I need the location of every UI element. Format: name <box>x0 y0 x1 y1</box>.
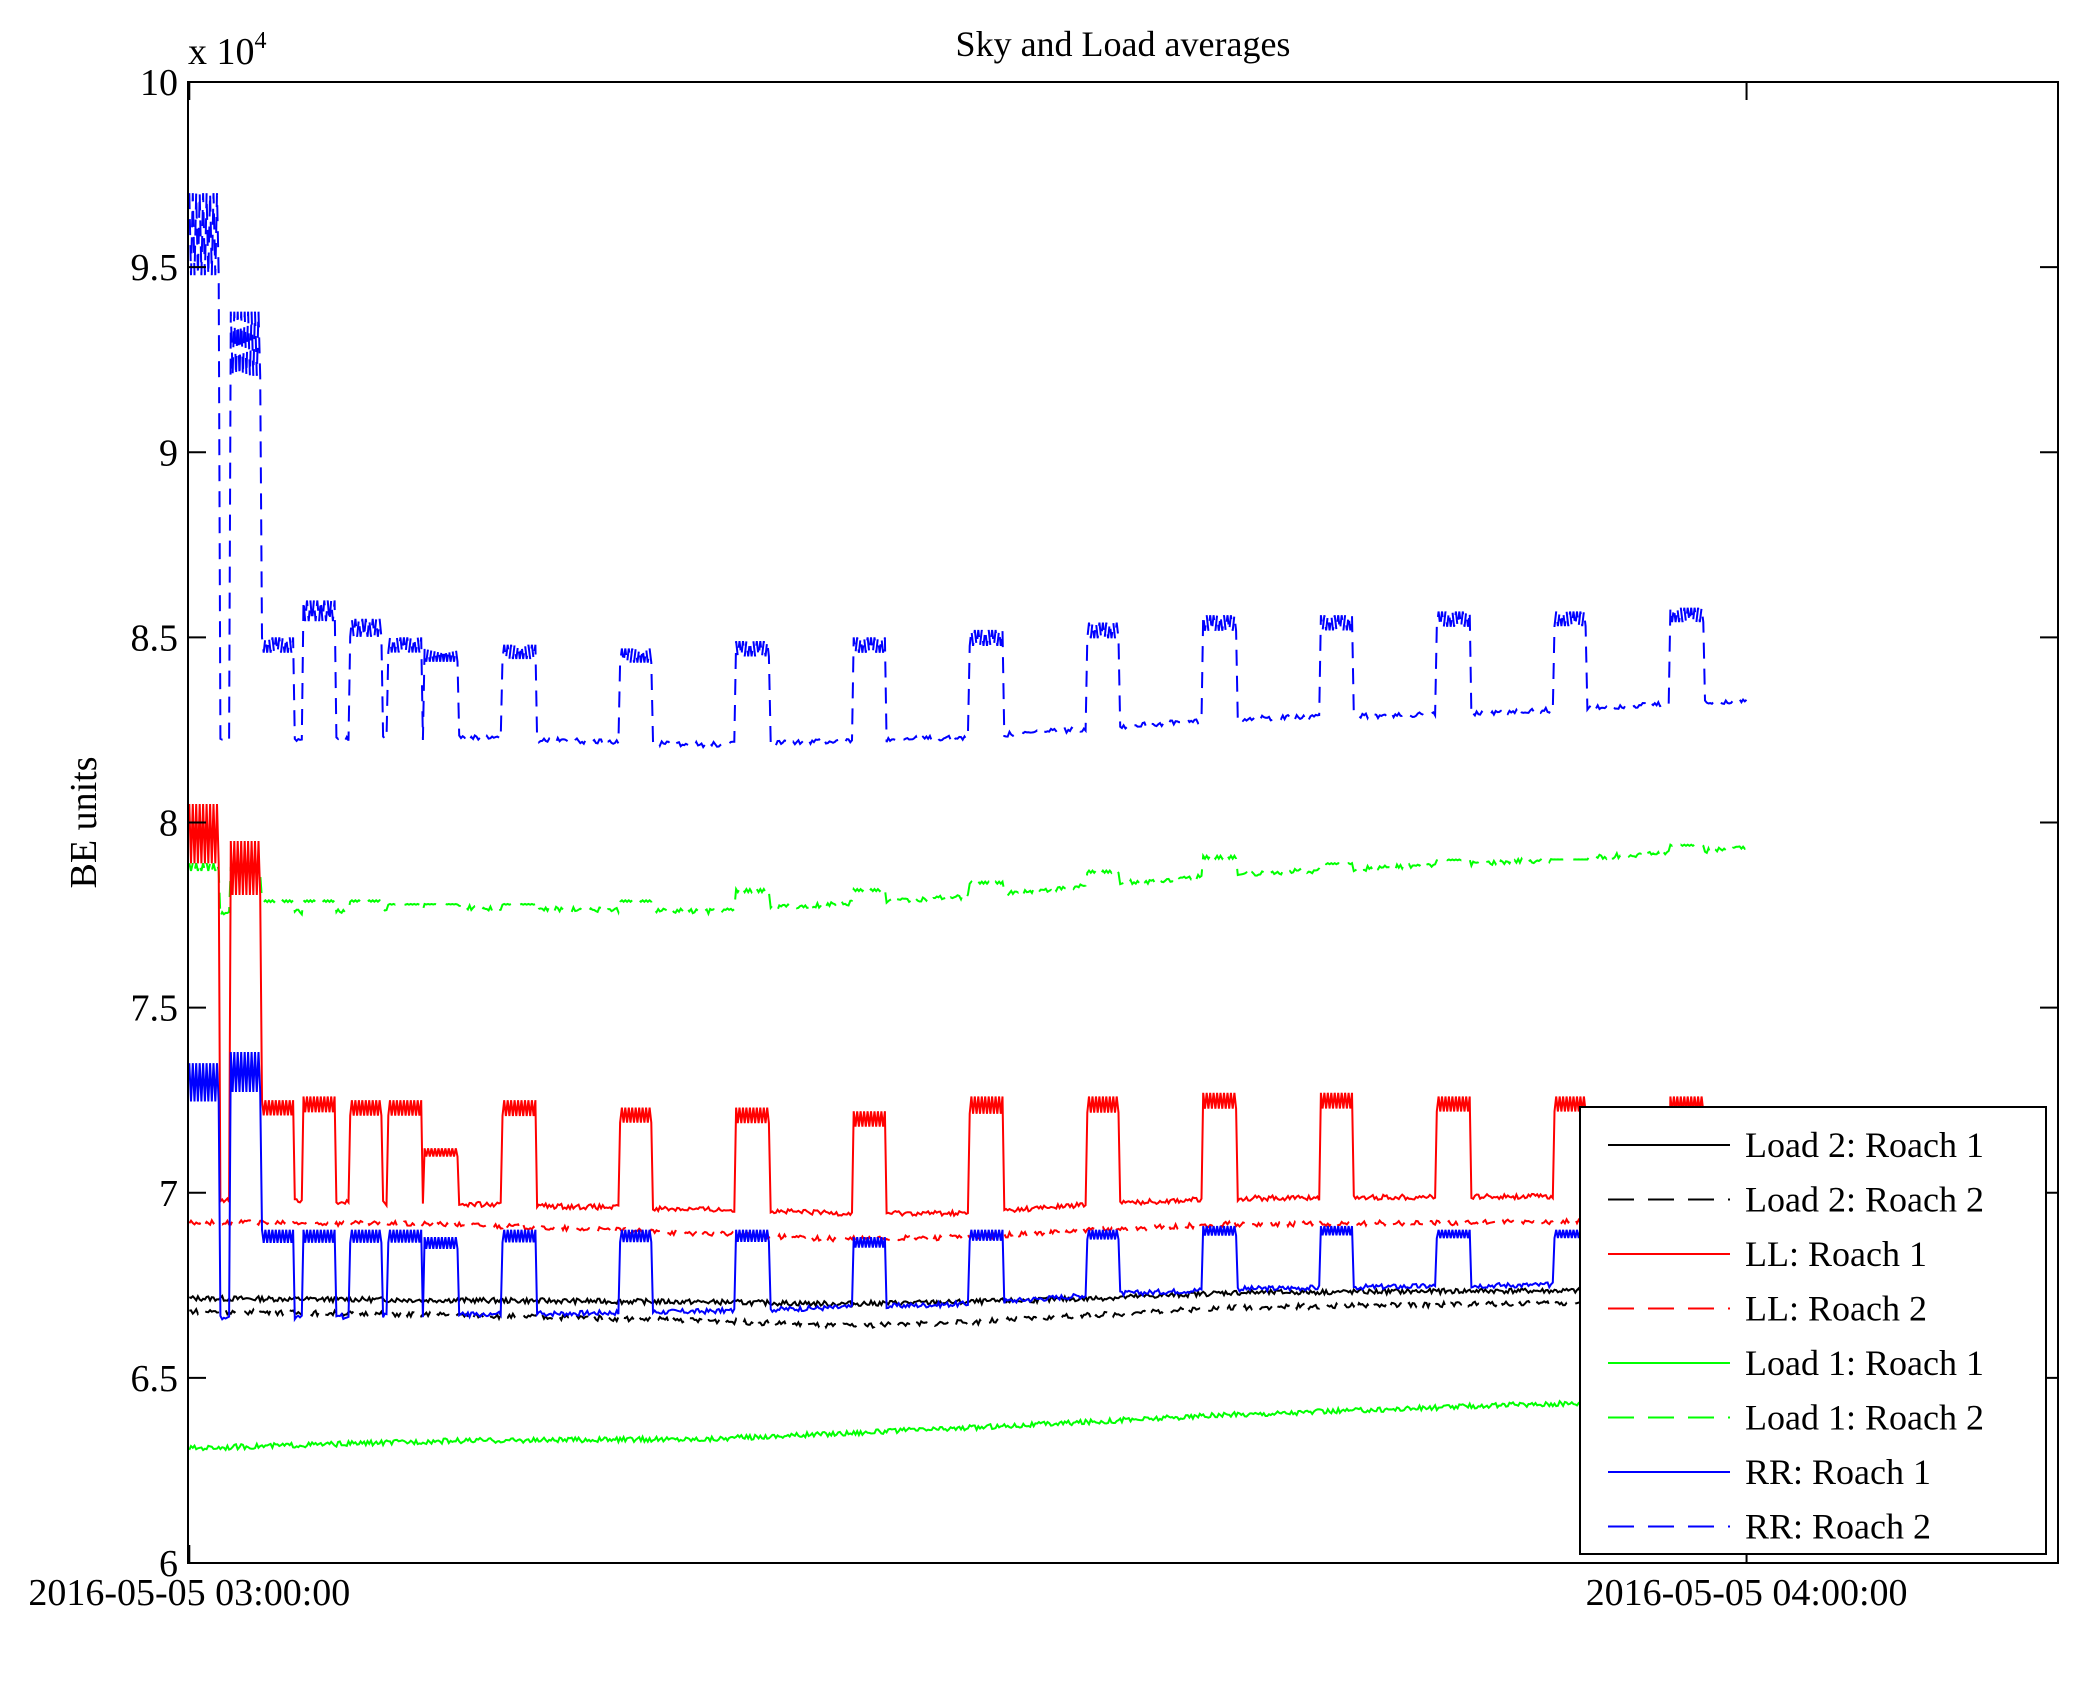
series-line-rr-roach-1 <box>188 1052 1748 1323</box>
series-line-load-1-roach-1 <box>188 1394 1747 1452</box>
x-tick-label-2016-05-05-03-00-00: 2016-05-05 03:00:00 <box>28 1572 350 1614</box>
chart-title: Sky and Load averages <box>956 24 1291 64</box>
legend-label-rr-roach-1: RR: Roach 1 <box>1745 1452 1931 1492</box>
y-tick-label-7-5: 7.5 <box>131 988 179 1030</box>
y-axis-label: BE units <box>63 757 105 889</box>
legend-label-ll-roach-1: LL: Roach 1 <box>1745 1234 1927 1274</box>
legend-label-load-2-roach-1: Load 2: Roach 1 <box>1745 1125 1984 1165</box>
y-tick-label-8-5: 8.5 <box>131 617 179 659</box>
legend-label-ll-roach-2: LL: Roach 2 <box>1745 1289 1927 1329</box>
y-tick-label-10: 10 <box>140 62 178 104</box>
tick-layer: 6 6.5 7 7.5 8 8.5 9 9.5 10 2016-05-05 03:00:00 201… <box>28 62 2058 1614</box>
y-tick-label-9-5: 9.5 <box>131 247 179 289</box>
legend-label-load-1-roach-2: Load 1: Roach 2 <box>1745 1398 1984 1438</box>
series-layer <box>188 193 1748 1452</box>
series-line-ll-roach-2 <box>188 1215 1747 1243</box>
x-tick-label-2016-05-05-04-00-00: 2016-05-05 04:00:00 <box>1586 1572 1908 1614</box>
y-tick-label-6: 6 <box>159 1543 178 1585</box>
legend-label-load-2-roach-2: Load 2: Roach 2 <box>1745 1180 1984 1220</box>
series-line-load-2-roach-2 <box>189 1297 1748 1330</box>
series-line-ll-roach-1 <box>188 803 1747 1218</box>
y-exponent-base: x 10 <box>188 31 255 73</box>
series-line-load-1-roach-2 <box>188 843 1747 917</box>
y-exponent-power: 4 <box>255 28 267 54</box>
y-tick-label-8: 8 <box>159 803 178 845</box>
y-tick-label-7: 7 <box>159 1173 178 1215</box>
legend-label-load-1-roach-1: Load 1: Roach 1 <box>1745 1343 1984 1383</box>
y-axis-exponent: x 104 <box>188 28 267 73</box>
legend-box <box>1579 1106 2047 1555</box>
legend-label-rr-roach-2: RR: Roach 2 <box>1745 1507 1931 1547</box>
y-tick-label-9: 9 <box>159 432 178 474</box>
y-tick-label-6-5: 6.5 <box>131 1358 179 1400</box>
legend: Load 2: Roach 1 Load 2: Roach 2 LL: Roach … <box>1579 1106 2047 1555</box>
